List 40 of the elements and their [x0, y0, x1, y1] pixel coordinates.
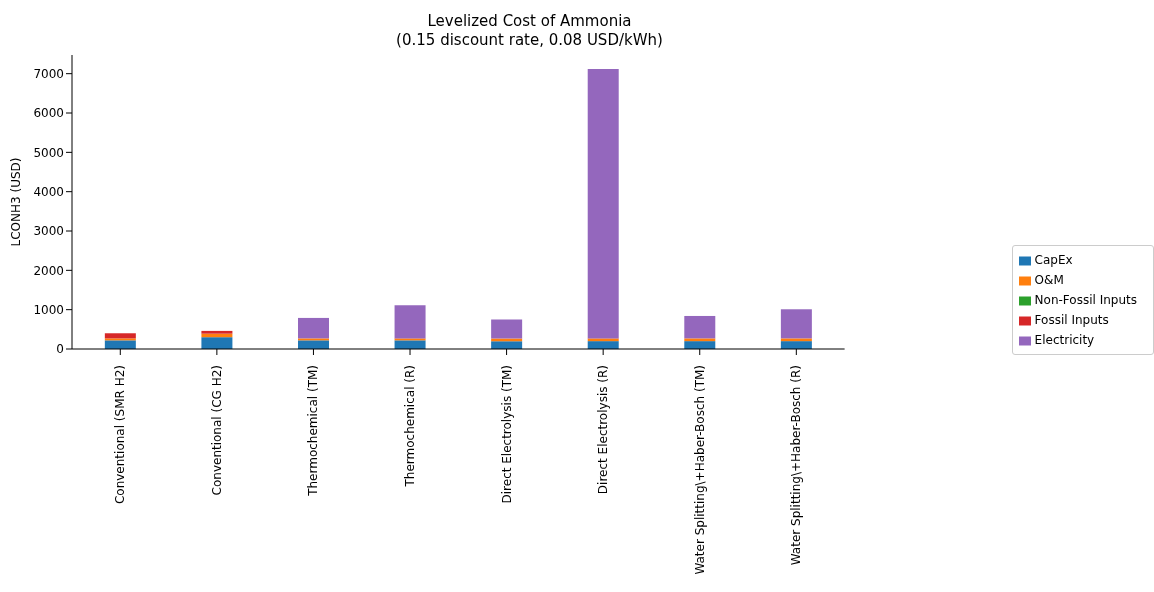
- y-tick-label: 3000: [33, 224, 64, 239]
- bar: [684, 338, 716, 342]
- legend-label: Electricity: [1034, 333, 1095, 347]
- chart-subtitle: (0.15 discount rate, 0.08 USD/kWh): [395, 31, 664, 50]
- x-tick-label: Direct Electrolysis (R): [596, 365, 611, 495]
- bar: [491, 338, 523, 342]
- y-tick-label: 1000: [33, 302, 64, 317]
- y-tick-label: 6000: [33, 106, 64, 121]
- legend-label: CapEx: [1034, 253, 1073, 267]
- bar: [297, 340, 329, 349]
- legend-label: O&M: [1034, 273, 1064, 287]
- x-tick-label: Water Splitting\+Haber-Bosch (R): [789, 365, 804, 566]
- bar: [201, 330, 233, 334]
- y-tick-label: 7000: [33, 66, 64, 81]
- bar: [104, 340, 136, 349]
- x-tick-label: Conventional (CG H2): [209, 365, 224, 496]
- y-axis-title: LCONH3 (USD): [9, 157, 24, 247]
- legend-label: Fossil Inputs: [1034, 313, 1109, 327]
- chart-title: Levelized Cost of Ammonia: [426, 12, 633, 31]
- bar: [297, 317, 329, 339]
- bar: [587, 68, 619, 339]
- bar: [587, 338, 619, 342]
- x-tick-label: Direct Electrolysis (TM): [499, 365, 514, 504]
- x-tick-label: Thermochemical (R): [403, 365, 418, 488]
- bar: [780, 338, 812, 342]
- bar: [780, 309, 812, 339]
- y-tick-label: 2000: [33, 263, 64, 278]
- bar: [491, 319, 523, 339]
- x-tick-label: Water Splitting\+Haber-Bosch (TM): [692, 365, 707, 575]
- legend-label: Non-Fossil Inputs: [1034, 293, 1137, 307]
- y-tick-label: 0: [56, 342, 64, 357]
- y-tick-label: 4000: [33, 184, 64, 199]
- bar: [684, 315, 716, 339]
- x-tick-label: Thermochemical (TM): [306, 365, 321, 497]
- bar: [394, 340, 426, 349]
- bar: [394, 305, 426, 339]
- bar: [201, 337, 233, 349]
- bar: [104, 333, 136, 339]
- x-tick-label: Conventional (SMR H2): [113, 365, 128, 505]
- y-tick-label: 5000: [33, 145, 64, 160]
